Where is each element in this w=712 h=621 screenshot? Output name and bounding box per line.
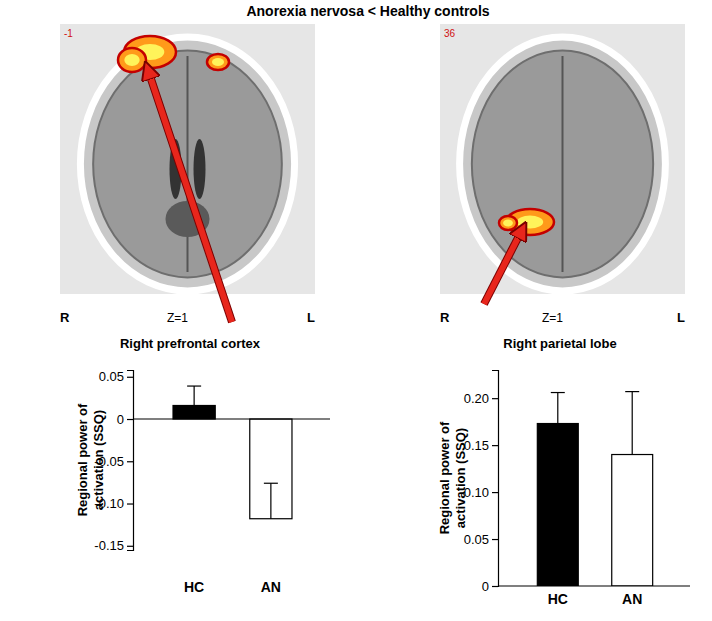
activation-core — [124, 54, 139, 66]
arrow — [148, 70, 232, 322]
bar — [173, 405, 215, 419]
side-label: L — [307, 310, 315, 325]
slice-z: Z=1 — [167, 311, 188, 325]
y-axis: 0 0.05 0.10 0.15 0.20 — [464, 371, 499, 594]
activation — [118, 48, 146, 72]
skull — [80, 37, 294, 291]
tick-label: 0.05 — [99, 369, 124, 384]
error-line — [632, 392, 633, 455]
tick-label: 0.20 — [464, 391, 489, 406]
brain-image: -1 — [60, 24, 315, 322]
midline — [187, 56, 189, 272]
activation-core — [212, 58, 224, 66]
axis-line — [492, 371, 499, 587]
slice-number: -1 — [64, 28, 73, 39]
tick-mark — [127, 503, 133, 504]
activation-core — [503, 220, 513, 227]
plot-area — [537, 392, 652, 586]
error-cap — [551, 392, 565, 393]
y-axis-title: Regional power ofactivation (SSQ) — [75, 403, 106, 516]
tick-label: 0 — [117, 412, 124, 427]
tick-label: -0.15 — [94, 538, 124, 553]
side-label: L — [677, 310, 685, 325]
image-background — [60, 24, 315, 294]
tick: 0.05 — [464, 532, 498, 547]
tick-label: 0 — [482, 579, 489, 594]
error-line — [270, 483, 271, 518]
tick-mark — [127, 461, 133, 462]
brain — [93, 51, 282, 278]
plot-area — [173, 386, 292, 519]
tick-mark — [492, 539, 498, 540]
tick-mark — [127, 546, 133, 547]
caption: Right parietal lobe — [503, 336, 616, 351]
tick: 0.05 — [99, 369, 133, 384]
tick-mark — [492, 492, 498, 493]
arrow — [484, 230, 522, 304]
error-bar — [264, 483, 278, 518]
error-line — [194, 386, 195, 405]
image-background — [440, 24, 685, 294]
brain-image: 36 — [440, 24, 685, 304]
midline — [562, 56, 564, 272]
tick: 0 — [482, 579, 498, 594]
side-label: R — [60, 310, 70, 325]
error-bar — [187, 386, 201, 405]
bar — [537, 424, 578, 586]
title: Anorexia nervosa < Healthy controls — [246, 3, 489, 19]
bar-chart: 0.050-0.05-0.10-0.15HCANRegional power o… — [75, 369, 330, 595]
axis-line — [127, 371, 134, 551]
tick: 0.15 — [464, 438, 498, 453]
activation — [499, 216, 517, 230]
tick: 0 — [117, 412, 133, 427]
arrow — [484, 230, 522, 304]
error-line — [557, 393, 558, 424]
tick: -0.15 — [94, 538, 133, 553]
caption: Right prefrontal cortex — [120, 336, 261, 351]
tick-mark — [492, 398, 498, 399]
side-label: R — [440, 310, 450, 325]
error-cap — [625, 391, 639, 392]
skull — [460, 37, 666, 291]
tick-mark — [492, 445, 498, 446]
arrow — [148, 70, 232, 322]
error-cap — [187, 385, 201, 386]
zero-line — [498, 585, 690, 586]
tick-label: 0.05 — [464, 532, 489, 547]
brain — [472, 51, 653, 278]
tick: 0.20 — [464, 391, 498, 406]
category-label: HC — [184, 579, 204, 595]
activation-core — [517, 216, 543, 229]
error-bar — [625, 392, 639, 455]
category-label: AN — [622, 591, 642, 607]
error-cap — [264, 483, 278, 484]
category-label: HC — [548, 591, 568, 607]
tick: 0.10 — [464, 485, 498, 500]
bar — [612, 455, 653, 586]
bar-chart: 0 0.05 0.10 0.15 0.20 HC AN Regional power ofac… — [437, 371, 690, 608]
zero-line — [133, 418, 330, 419]
activation — [207, 54, 229, 70]
slice-z: Z=1 — [542, 311, 563, 325]
tick-mark — [127, 377, 133, 378]
bar — [250, 419, 292, 519]
tick-mark — [127, 419, 133, 420]
category-label: AN — [261, 579, 281, 595]
figure: Anorexia nervosa < Healthy controls -1 R Z=… — [0, 0, 712, 621]
slice-number: 36 — [444, 28, 456, 39]
ventricle — [194, 139, 206, 199]
y-axis-title: Regional power ofactivation (SSQ) — [437, 421, 468, 534]
error-bar — [551, 393, 565, 424]
tick-mark — [492, 586, 498, 587]
